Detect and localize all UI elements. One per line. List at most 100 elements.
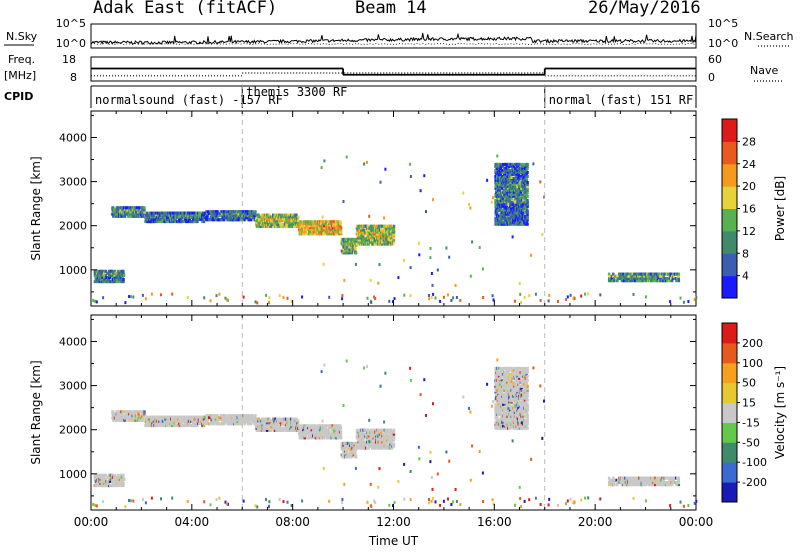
echo-cell <box>501 164 505 168</box>
echo-cell <box>269 421 272 425</box>
echo-cell <box>628 277 631 280</box>
echo-cell <box>113 273 117 277</box>
echo-cell <box>659 279 662 283</box>
echo-cell <box>392 232 396 236</box>
echo-cell <box>387 236 391 240</box>
echo-cell <box>195 211 198 215</box>
echo-cell <box>122 210 125 214</box>
echo-cell <box>517 182 521 186</box>
echo-cell <box>507 180 511 184</box>
echo-cell <box>502 198 505 202</box>
echo-cell <box>248 210 251 214</box>
echo-cell <box>309 220 313 224</box>
echo-cell <box>341 297 344 301</box>
echo-cell <box>103 271 106 275</box>
echo-cell <box>246 422 250 426</box>
echo-cell <box>497 214 501 218</box>
echo-cell <box>534 292 537 296</box>
echo-cell <box>508 196 511 200</box>
echo-cell <box>494 398 497 402</box>
echo-cell <box>276 419 280 423</box>
echo-cell <box>337 220 340 224</box>
echo-cell <box>174 220 177 224</box>
echo-cell <box>379 236 382 240</box>
echo-cell <box>522 176 525 180</box>
echo-cell <box>497 374 501 378</box>
echo-cell <box>498 380 502 384</box>
echo-cell <box>497 188 500 192</box>
echo-cell <box>385 236 388 240</box>
echo-cell <box>526 180 529 184</box>
echo-cell <box>224 212 228 216</box>
echo-cell <box>181 419 185 423</box>
echo-cell <box>102 296 105 300</box>
echo-cell <box>128 214 131 218</box>
echo-cell <box>257 428 260 432</box>
echo-cell <box>169 215 172 219</box>
echo-cell <box>612 481 616 484</box>
echo-cell <box>379 440 382 444</box>
echo-cell <box>370 228 374 232</box>
echo-cell <box>371 430 375 434</box>
echo-cell <box>201 220 204 224</box>
echo-cell <box>154 424 157 428</box>
echo-cell <box>677 277 680 280</box>
echo-cell <box>337 424 340 428</box>
echo-cell <box>123 477 126 481</box>
echo-cell <box>367 434 370 438</box>
echo-cell <box>500 176 503 180</box>
echo-cell <box>366 232 369 236</box>
echo-cell <box>132 418 135 422</box>
echo-cell <box>612 483 616 487</box>
echo-cell <box>644 483 648 487</box>
echo-cell <box>354 451 357 455</box>
echo-cell <box>324 222 328 226</box>
echo-cell <box>136 214 139 218</box>
echo-cell <box>206 216 209 220</box>
echo-cell <box>276 425 279 429</box>
echo-cell <box>599 293 602 297</box>
echo-cell <box>513 204 517 208</box>
echo-cell <box>390 440 393 444</box>
echo-cell <box>357 428 360 432</box>
echo-cell <box>502 180 506 184</box>
echo-cell <box>337 228 340 232</box>
echo-cell <box>163 424 166 428</box>
echo-cell <box>526 208 529 212</box>
echo-cell <box>385 226 388 230</box>
echo-cell <box>217 418 221 422</box>
echo-cell <box>258 421 261 425</box>
echo-cell <box>257 213 260 217</box>
echo-cell <box>305 430 308 434</box>
echo-cell <box>497 418 501 422</box>
echo-cell <box>503 208 506 212</box>
echo-cell <box>155 220 159 224</box>
echo-cell <box>329 426 333 430</box>
echo-cell <box>336 224 339 228</box>
echo-cell <box>510 180 513 184</box>
echo-cell <box>223 422 226 426</box>
echo-cell <box>297 224 300 228</box>
echo-cell <box>240 210 244 214</box>
echo-cell <box>357 224 360 228</box>
echo-cell <box>436 268 439 272</box>
echo-cell <box>497 196 501 200</box>
echo-cell <box>381 434 384 438</box>
echo-cell <box>498 220 502 224</box>
echo-cell <box>523 210 527 214</box>
echo-cell <box>641 483 644 487</box>
echo-cell <box>381 444 385 448</box>
echo-cell <box>499 368 502 372</box>
echo-cell <box>105 278 108 281</box>
echo-cell <box>139 416 143 420</box>
echo-cell <box>520 162 523 166</box>
echo-cell <box>112 214 115 218</box>
echo-cell <box>105 482 108 485</box>
echo-cell <box>518 194 521 198</box>
echo-cell <box>513 218 516 222</box>
echo-cell <box>494 220 497 224</box>
echo-cell <box>335 426 339 430</box>
echo-cell <box>240 422 244 426</box>
echo-cell <box>682 300 685 304</box>
echo-cell <box>113 473 117 477</box>
